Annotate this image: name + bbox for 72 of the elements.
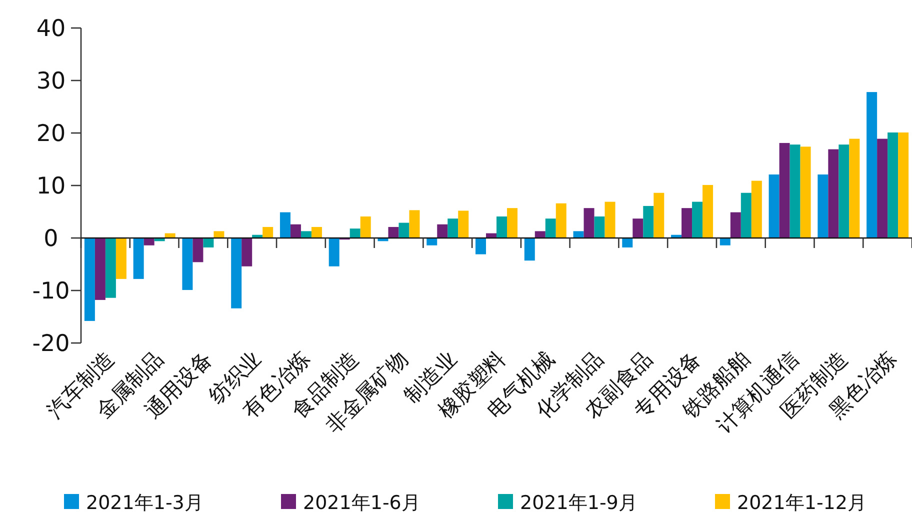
bar [84, 238, 95, 321]
bar [524, 238, 535, 261]
bar [888, 132, 898, 238]
bar [682, 208, 692, 238]
y-tick-label: 10 [36, 174, 66, 200]
bar [94, 238, 106, 300]
bar [409, 210, 420, 238]
bar [730, 212, 741, 238]
bar [496, 216, 507, 238]
bar [692, 202, 703, 238]
y-tick-label: -10 [32, 278, 70, 304]
bar [534, 231, 546, 238]
bar [643, 206, 654, 238]
bar [720, 238, 730, 246]
bar [740, 192, 752, 238]
bar [144, 238, 154, 246]
y-tick-label: 40 [36, 16, 66, 42]
bar [182, 238, 193, 290]
bar [779, 142, 790, 238]
y-tick-label: 0 [44, 226, 58, 252]
y-tick-label: 30 [36, 68, 66, 94]
bar [556, 203, 566, 238]
bar [448, 218, 458, 238]
bar [838, 144, 850, 238]
legend-label: 2021年1-12月 [737, 492, 866, 514]
bar [654, 192, 664, 238]
bar [584, 208, 594, 238]
bar [751, 180, 762, 238]
y-tick-label: 20 [36, 121, 66, 147]
bar [476, 238, 486, 254]
bar [311, 226, 322, 238]
bar [507, 208, 518, 238]
bar [702, 184, 714, 238]
bar [458, 210, 469, 238]
bar [877, 138, 888, 238]
bar [192, 238, 204, 262]
legend-label: 2021年1-9月 [520, 492, 638, 514]
bar [231, 238, 242, 308]
bar [790, 144, 800, 238]
bar [800, 146, 811, 238]
bar [818, 174, 828, 238]
bar [545, 218, 556, 238]
bar [437, 224, 448, 238]
bar [133, 238, 144, 279]
y-tick-label: -20 [32, 331, 70, 357]
bar [360, 216, 371, 238]
bar [768, 174, 780, 238]
bar [300, 231, 312, 238]
bar [116, 238, 126, 279]
bar [398, 222, 410, 238]
bar [262, 226, 274, 238]
bar [203, 238, 214, 248]
legend-label: 2021年1-6月 [303, 492, 420, 514]
bar [866, 92, 878, 238]
bar [426, 238, 438, 246]
bar [594, 216, 605, 238]
bar [573, 231, 584, 238]
legend-label: 2021年1-3月 [86, 492, 204, 514]
bar [350, 228, 360, 238]
bar [622, 238, 633, 248]
bar [214, 231, 224, 238]
bar [280, 212, 290, 238]
bar [604, 202, 616, 238]
bar [898, 132, 909, 238]
bar [242, 238, 252, 266]
bar [849, 138, 860, 238]
bar [388, 226, 399, 238]
bar [328, 238, 340, 266]
bar [828, 149, 839, 238]
bar [105, 238, 116, 298]
bar [290, 224, 301, 238]
bar [632, 218, 644, 238]
